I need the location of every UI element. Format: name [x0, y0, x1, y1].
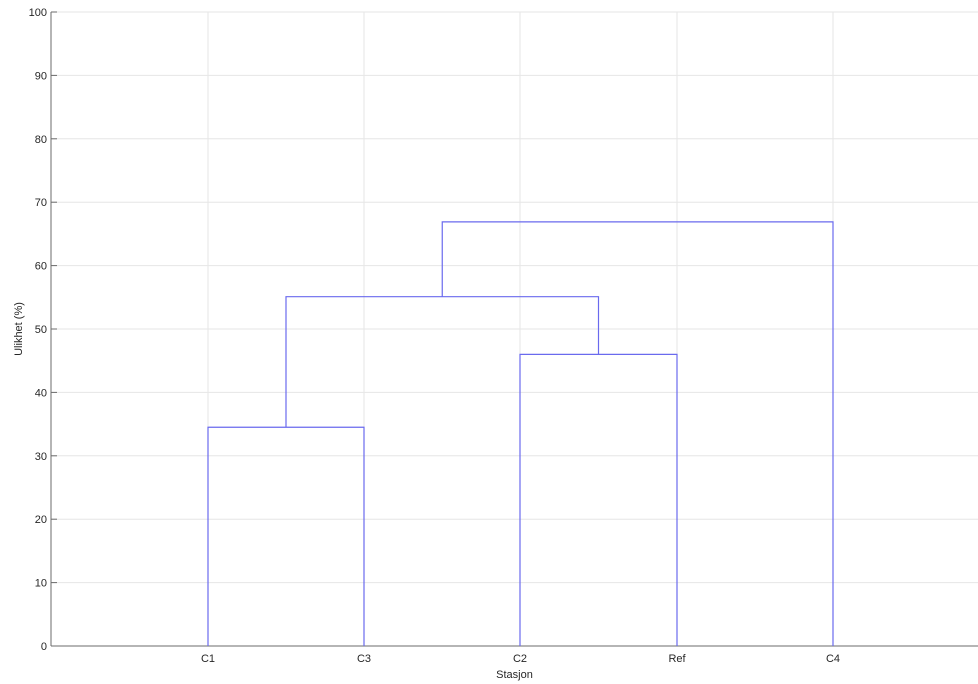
dendrogram-link: [207, 426, 365, 646]
y-tick-label: 10: [35, 578, 47, 590]
y-tick-label: 30: [35, 451, 47, 463]
grid: [51, 11, 978, 647]
dendrogram-links: [207, 221, 834, 646]
y-tick-label: 70: [35, 197, 47, 209]
y-tick-label: 20: [35, 514, 47, 526]
ticks: 0 10 20 30 40 50 60 70 80 90 100 C1 C3 C2 Ref C4: [29, 7, 840, 665]
y-tick-label: 90: [35, 70, 47, 82]
y-tick-label: 80: [35, 134, 47, 146]
dendrogram-link: [285, 296, 600, 428]
y-tick-label: 100: [29, 7, 47, 19]
x-tick-label: C4: [826, 653, 840, 665]
x-tick-label: Ref: [668, 653, 686, 665]
dendrogram-link: [441, 221, 834, 646]
x-axis-label: Stasjon: [496, 669, 533, 681]
y-tick-label: 40: [35, 387, 47, 399]
y-tick-label: 60: [35, 261, 47, 273]
y-tick-label: 0: [41, 641, 47, 653]
dendrogram-link: [519, 353, 678, 646]
x-tick-label: C1: [201, 653, 215, 665]
y-axis-label: Ulikhet (%): [13, 302, 25, 356]
x-tick-label: C2: [513, 653, 527, 665]
x-tick-label: C3: [357, 653, 371, 665]
y-tick-label: 50: [35, 324, 47, 336]
